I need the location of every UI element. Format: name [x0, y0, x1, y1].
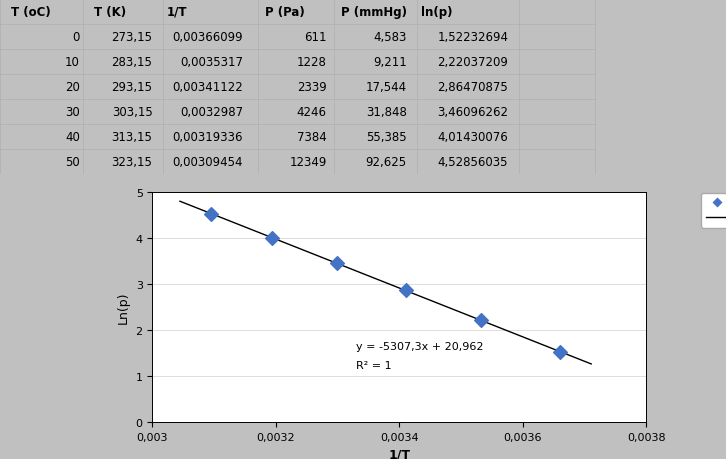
Text: 4,01430076: 4,01430076 [438, 130, 508, 144]
Text: 17,544: 17,544 [365, 81, 407, 94]
Text: 611: 611 [304, 31, 327, 44]
Lineal (Series1) [200, 209, 209, 214]
Text: 2,22037209: 2,22037209 [437, 56, 508, 69]
Text: P (mmHg): P (mmHg) [341, 6, 407, 19]
Text: 1/T: 1/T [167, 6, 187, 19]
Text: 50: 50 [65, 156, 80, 168]
Text: 31,848: 31,848 [366, 106, 407, 118]
Text: 1228: 1228 [297, 56, 327, 69]
Text: 2339: 2339 [297, 81, 327, 94]
Text: ln(p): ln(p) [421, 6, 452, 19]
Lineal (Series1) [552, 347, 560, 353]
Text: T (oC): T (oC) [11, 6, 51, 19]
Series1 [475, 317, 486, 324]
Text: 293,15: 293,15 [112, 81, 152, 94]
Text: 2,86470875: 2,86470875 [438, 81, 508, 94]
Text: 20: 20 [65, 81, 80, 94]
Text: 3,46096262: 3,46096262 [437, 106, 508, 118]
Lineal (Series1) [587, 361, 595, 367]
Text: 7384: 7384 [297, 130, 327, 144]
Lineal (Series1) [566, 353, 575, 359]
Lineal (Series1) [192, 206, 201, 211]
Text: 4,52856035: 4,52856035 [438, 156, 508, 168]
Text: 0,00309454: 0,00309454 [173, 156, 243, 168]
Text: T (K): T (K) [94, 6, 126, 19]
Text: 4,583: 4,583 [373, 31, 407, 44]
Text: 12349: 12349 [290, 156, 327, 168]
Text: 9,211: 9,211 [373, 56, 407, 69]
Series1 [266, 235, 277, 242]
Text: 273,15: 273,15 [112, 31, 152, 44]
Text: 303,15: 303,15 [112, 106, 152, 118]
Lineal (Series1) [176, 199, 184, 205]
Text: 55,385: 55,385 [366, 130, 407, 144]
Text: 323,15: 323,15 [112, 156, 152, 168]
Text: 30: 30 [65, 106, 80, 118]
Text: P (Pa): P (Pa) [265, 6, 305, 19]
Series1 [401, 287, 412, 295]
Text: 283,15: 283,15 [112, 56, 152, 69]
Lineal (Series1) [285, 242, 294, 248]
Text: 0,0035317: 0,0035317 [180, 56, 243, 69]
Text: 0,00319336: 0,00319336 [173, 130, 243, 144]
Text: 4246: 4246 [297, 106, 327, 118]
X-axis label: 1/T: 1/T [388, 448, 410, 459]
Text: 0,00341122: 0,00341122 [173, 81, 243, 94]
Y-axis label: Ln(p): Ln(p) [117, 291, 130, 324]
Text: 92,625: 92,625 [365, 156, 407, 168]
Text: 0,0032987: 0,0032987 [180, 106, 243, 118]
Series1 [205, 211, 216, 218]
Legend: Series1, Lineal (Series1): Series1, Lineal (Series1) [701, 194, 726, 228]
Text: R² = 1: R² = 1 [356, 360, 392, 370]
Series1 [555, 349, 566, 356]
Text: 10: 10 [65, 56, 80, 69]
Text: 0: 0 [73, 31, 80, 44]
Text: 40: 40 [65, 130, 80, 144]
Series1 [331, 260, 343, 267]
Text: y = -5307,3x + 20,962: y = -5307,3x + 20,962 [356, 341, 484, 352]
Line: Lineal (Series1): Lineal (Series1) [180, 202, 591, 364]
Text: 313,15: 313,15 [112, 130, 152, 144]
Lineal (Series1) [252, 229, 261, 235]
Text: 1,52232694: 1,52232694 [437, 31, 508, 44]
Text: 0,00366099: 0,00366099 [173, 31, 243, 44]
